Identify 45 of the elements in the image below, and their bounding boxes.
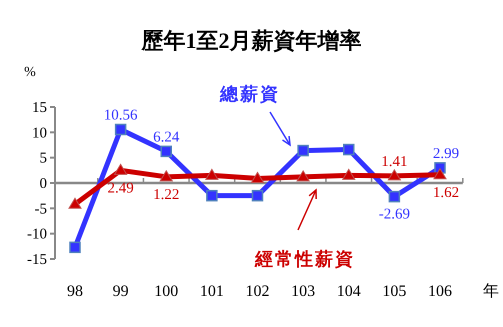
y-tick-label: -5 [34,201,47,218]
x-tick-label: 104 [336,283,361,300]
y-tick-label: -15 [27,252,47,268]
y-tick-label: 5 [40,150,47,167]
y-tick-label: -10 [27,226,47,243]
x-tick-label: 105 [382,283,406,300]
point [160,146,172,158]
chart-title: 歷年1至2月薪資年增率 [140,28,362,53]
x-axis-title: 年 [482,283,499,300]
point [160,170,173,182]
point [114,124,126,136]
point [388,190,400,202]
point [205,168,218,180]
point [252,190,264,202]
x-tick-label: 99 [112,283,129,300]
data-label: 1.41 [381,154,408,170]
text: 總薪資 [219,84,280,104]
point [114,164,128,175]
y-tick-label: 0 [40,176,47,192]
point [342,168,356,180]
x-tick-label: 106 [428,283,452,300]
y-tick-label: 10 [32,125,47,142]
point [297,144,309,156]
point [296,170,310,182]
point [343,144,354,156]
x-tick-label: 102 [246,283,270,300]
legend-label: 經常性薪資 [254,249,355,269]
data-label: 1.22 [153,186,180,203]
point [434,168,446,180]
data-label: 1.62 [432,184,460,201]
x-tick-label: 100 [154,283,178,300]
point [388,169,401,180]
point [251,172,264,183]
data-label: 2.99 [432,146,460,162]
data-label: 6.24 [153,129,180,146]
data-label: 10.56 [104,107,138,124]
x-tick-label: 98 [67,283,83,300]
x-tick-label: 101 [200,283,224,300]
point [206,190,218,202]
data-label: 2.49 [108,180,134,196]
point [68,198,82,209]
y-tick-label: 15 [32,100,47,116]
y-axis-title: % [24,65,36,80]
data-label: -2.69 [378,206,410,223]
x-tick-label: 103 [291,283,316,300]
